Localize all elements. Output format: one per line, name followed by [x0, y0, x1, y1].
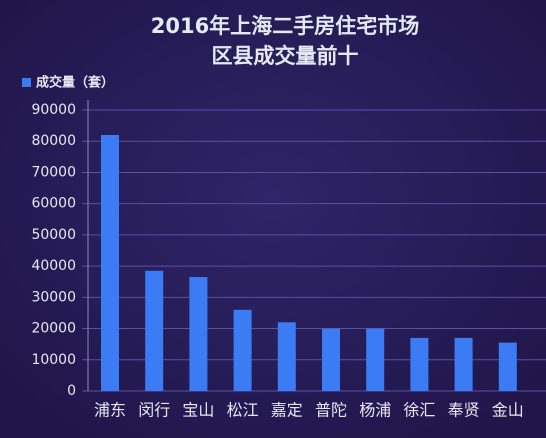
y-tick-label: 70000	[31, 164, 76, 180]
bar	[498, 342, 517, 391]
bar	[322, 328, 340, 391]
bar	[410, 337, 429, 391]
chart-subtitle: 区县成交量前十	[212, 44, 359, 68]
x-tick-label: 杨浦	[359, 401, 391, 420]
bar	[189, 277, 208, 391]
x-tick-label: 徐汇	[403, 401, 435, 420]
x-tick-label: 宝山	[182, 401, 214, 420]
y-tick-label: 60000	[31, 196, 76, 212]
bar	[277, 322, 296, 391]
y-tick-label: 80000	[31, 133, 76, 149]
x-tick-label: 松江	[227, 401, 259, 420]
chart-title: 2016年上海二手房住宅市场	[151, 14, 419, 38]
y-tick-label: 10000	[31, 352, 76, 368]
x-tick-label: 嘉定	[271, 401, 303, 420]
y-tick-label: 20000	[31, 321, 76, 337]
bar	[145, 270, 164, 391]
y-tick-label: 0	[67, 383, 76, 399]
bar	[101, 134, 119, 391]
bar	[233, 309, 252, 391]
y-tick-label: 50000	[31, 227, 76, 243]
x-tick-label: 金山	[492, 401, 524, 420]
legend-swatch	[22, 78, 31, 87]
bar	[366, 328, 385, 391]
x-tick-label: 奉贤	[448, 401, 480, 420]
y-tick-label: 90000	[31, 102, 76, 118]
x-tick-label: 普陀	[315, 401, 347, 420]
x-tick-label: 浦东	[94, 401, 126, 420]
legend-label: 成交量（套）	[36, 75, 114, 91]
x-tick-label: 闵行	[138, 401, 170, 420]
y-tick-label: 30000	[31, 289, 76, 305]
y-tick-label: 40000	[31, 258, 76, 274]
bar	[454, 337, 473, 391]
